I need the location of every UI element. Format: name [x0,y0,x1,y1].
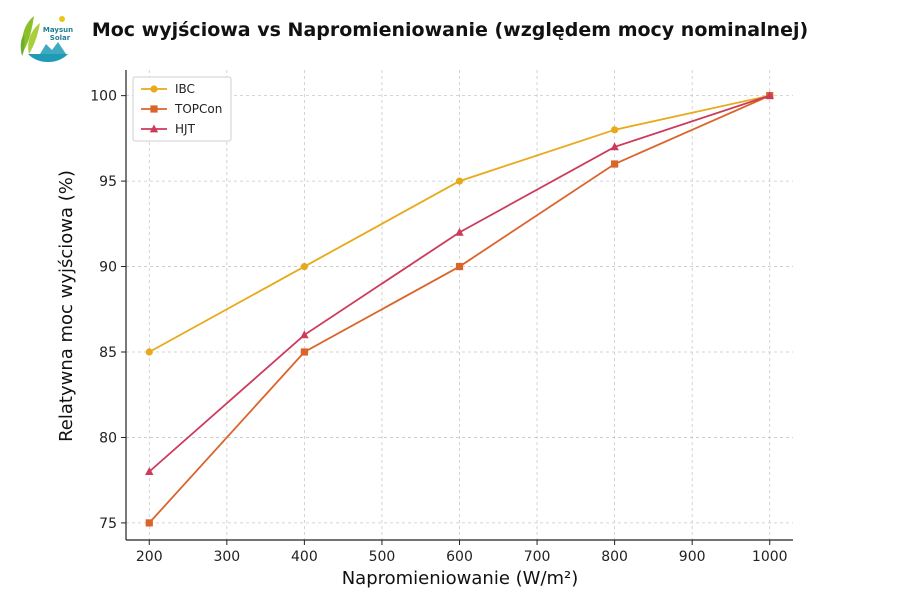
y-tick-label: 80 [99,430,117,446]
series-line-topcon [148,94,771,524]
logo-text-maysun: Maysun [43,26,73,34]
x-tick-label: 700 [524,549,551,565]
data-point-topcon [145,519,153,527]
data-point-topcon [455,262,464,271]
chart-series [145,91,774,527]
series-line-hjt [148,94,771,473]
x-tick-label: 400 [291,549,318,565]
logo-text-solar: Solar [50,34,71,42]
y-tick-label: 95 [99,174,117,190]
chart-legend: IBC TOPCon HJT [132,76,232,142]
x-axis-ticks: 200 300 400 500 600 700 800 900 1000 [136,540,788,565]
legend-label: IBC [175,82,195,96]
y-axis-ticks: 75 80 85 90 95 100 [90,89,126,532]
y-tick-label: 85 [99,345,117,361]
x-tick-label: 500 [369,549,396,565]
data-point-hjt [145,467,154,476]
legend-marker [149,124,159,133]
x-tick-label: 200 [136,549,163,565]
legend-marker [150,105,158,113]
legend-item-hjt: HJT [141,122,196,136]
data-point-ibc [611,126,619,134]
legend-item-ibc: IBC [141,82,195,96]
data-point-ibc [455,177,464,185]
y-tick-label: 90 [99,260,117,276]
data-point-ibc [145,348,153,356]
legend-box [132,76,232,142]
chart-grid [126,70,793,540]
legend-label: HJT [175,122,196,136]
y-tick-label: 100 [90,89,117,105]
y-axis-label: Relatywna moc wyjściowa (%) [56,170,77,442]
x-tick-label: 600 [446,549,473,565]
x-tick-label: 300 [213,549,240,565]
legend-marker [150,85,158,93]
x-axis-label: Napromieniowanie (W/m²) [342,568,579,589]
maysun-solar-logo: Maysun Solar [20,16,73,62]
data-point-topcon [300,348,308,356]
legend-label: TOPCon [174,102,222,116]
series-hjt [145,91,774,476]
data-point-topcon [611,160,619,168]
chart-title: Moc wyjściowa vs Napromieniowanie (wzglę… [92,19,808,41]
x-tick-label: 900 [679,549,706,565]
x-tick-label: 800 [601,549,628,565]
data-point-hjt [300,330,309,339]
logo-leaves-icon [20,16,68,62]
data-point-hjt [610,142,619,151]
x-tick-label: 1000 [752,549,788,565]
series-ibc [145,92,774,356]
series-line-ibc [148,94,770,353]
y-tick-label: 75 [99,516,117,532]
data-point-hjt [765,91,774,100]
data-point-hjt [455,227,464,236]
data-point-ibc [300,262,308,271]
legend-item-topcon: TOPCon [141,102,222,116]
